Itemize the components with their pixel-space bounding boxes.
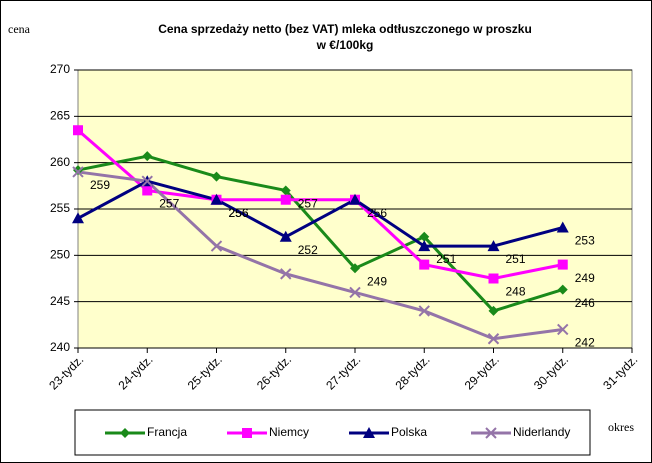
data-label: 251 [436,252,456,266]
marker [363,427,375,438]
marker [73,165,83,176]
x-axis-label: okres [608,420,634,434]
y-tick-label: 250 [50,248,70,262]
marker [120,428,130,438]
marker [418,305,430,317]
chart-subtitle: w €/100kg [316,38,374,52]
data-label: 252 [298,243,318,257]
marker [419,231,430,242]
marker [142,185,153,196]
y-tick-label: 240 [50,340,70,354]
marker [211,171,222,182]
y-axis-label: cena [8,22,31,36]
marker [141,175,153,187]
marker [487,240,500,252]
data-label: 249 [575,271,595,285]
y-tick-label: 255 [50,201,70,215]
marker [488,273,499,284]
marker [210,193,223,205]
marker [349,286,361,299]
marker [557,259,568,270]
marker [485,427,497,439]
marker [210,240,223,252]
marker [142,151,153,162]
data-label: 259 [90,178,110,192]
legend-label: Polska [391,425,427,439]
marker [349,193,361,205]
data-label: 257 [298,197,318,211]
y-tick-label: 260 [50,155,70,169]
marker [488,305,499,316]
data-label: 257 [159,197,179,211]
marker [279,230,292,242]
marker [419,259,430,270]
legend-label: Niemcy [269,425,309,439]
marker [556,221,569,233]
data-label: 251 [506,252,526,266]
data-label: 246 [575,296,595,310]
data-label: 248 [506,285,526,299]
series-line [77,179,564,248]
data-label: 242 [575,336,595,350]
legend-label: Francja [147,425,187,439]
data-label: 256 [229,206,249,220]
marker [557,323,569,336]
series-line [77,170,563,341]
marker [73,125,83,136]
marker [350,263,360,274]
y-tick-label: 265 [50,109,70,123]
marker [280,268,292,280]
chart-title: Cena sprzedaży netto (bez VAT) mleka odt… [158,22,532,36]
data-label: 253 [575,234,595,248]
marker [72,212,84,224]
data-label: 256 [229,206,249,220]
marker [487,333,500,345]
marker [418,240,431,252]
marker [557,284,568,295]
marker [242,428,252,438]
marker [72,166,84,178]
legend-label: Niderlandy [513,425,570,439]
y-tick-label: 270 [50,62,70,76]
marker [280,194,291,205]
series-line [77,154,564,313]
data-label: 249 [367,274,387,288]
marker [280,185,291,196]
y-tick-label: 245 [50,294,70,308]
data-label: 256 [367,206,387,220]
